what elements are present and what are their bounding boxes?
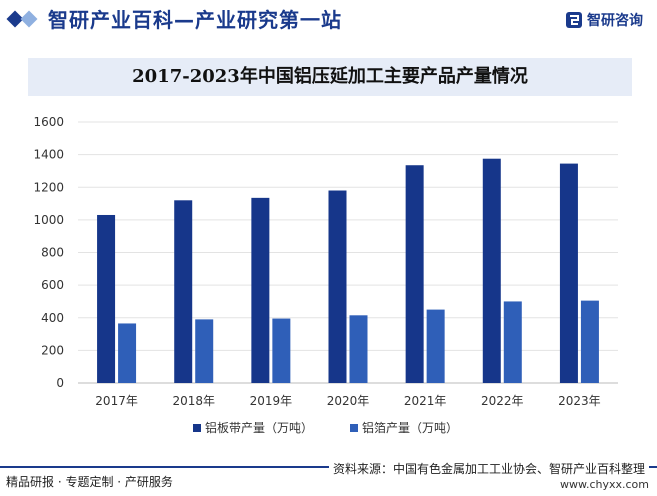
bar-series-2 bbox=[349, 315, 368, 383]
y-tick-label: 400 bbox=[41, 311, 64, 325]
chart-title-band: 2017-2023年中国铝压延加工主要产品产量情况 bbox=[28, 58, 632, 96]
x-tick-label: 2021年 bbox=[404, 394, 447, 408]
y-tick-label: 1600 bbox=[33, 115, 64, 129]
footer-url[interactable]: www.chyxx.com bbox=[559, 478, 649, 491]
x-tick-label: 2019年 bbox=[250, 394, 293, 408]
footer-divider bbox=[0, 466, 657, 468]
bar-series-1 bbox=[405, 165, 424, 383]
y-tick-label: 1000 bbox=[33, 213, 64, 227]
y-tick-label: 200 bbox=[41, 343, 64, 357]
chart-title: 2017-2023年中国铝压延加工主要产品产量情况 bbox=[132, 66, 528, 87]
legend-swatch bbox=[193, 424, 201, 432]
footer-tagline: 精品研报 · 专题定制 · 产研服务 bbox=[6, 475, 173, 489]
bar-series-2 bbox=[580, 300, 599, 383]
bar-series-1 bbox=[559, 163, 578, 383]
footer-source: 资料来源：中国有色金属加工工业协会、智研产业百科整理 bbox=[328, 460, 649, 477]
bar-series-1 bbox=[328, 190, 347, 383]
bar-series-2 bbox=[426, 309, 445, 383]
bar-series-1 bbox=[251, 197, 270, 383]
x-tick-label: 2023年 bbox=[558, 394, 601, 408]
page-header: 智研产业百科—产业研究第一站 智研咨询 bbox=[0, 0, 657, 40]
x-tick-label: 2018年 bbox=[172, 394, 215, 408]
brand-logo-icon bbox=[566, 12, 582, 28]
bar-chart: 0 200 400 600 800 1000 1200 1400 1600 2017年 2018年 2… bbox=[33, 115, 618, 435]
brand-name: 智研咨询 bbox=[587, 13, 643, 29]
x-tick-label: 2020年 bbox=[327, 394, 370, 408]
brand[interactable]: 智研咨询 bbox=[565, 10, 643, 30]
bar-series-2 bbox=[118, 323, 137, 383]
x-tick-label: 2017年 bbox=[95, 394, 138, 408]
y-tick-label: 1400 bbox=[33, 148, 64, 162]
legend-label: 铝箔产量（万吨） bbox=[362, 420, 458, 435]
bar-series-2 bbox=[195, 319, 214, 383]
legend-swatch bbox=[350, 424, 358, 432]
y-tick-label: 0 bbox=[56, 376, 64, 390]
y-tick-label: 600 bbox=[41, 278, 64, 292]
y-tick-label: 1200 bbox=[33, 180, 64, 194]
bar-series-1 bbox=[97, 214, 116, 383]
x-tick-label: 2022年 bbox=[481, 394, 524, 408]
header-title: 智研产业百科—产业研究第一站 bbox=[48, 8, 342, 32]
legend-label: 铝板带产量（万吨） bbox=[205, 420, 313, 435]
bar-series-2 bbox=[503, 301, 522, 383]
bar-series-2 bbox=[272, 318, 291, 383]
bar-series-1 bbox=[482, 158, 501, 383]
y-tick-label: 800 bbox=[41, 246, 64, 260]
bar-series-1 bbox=[174, 200, 193, 383]
